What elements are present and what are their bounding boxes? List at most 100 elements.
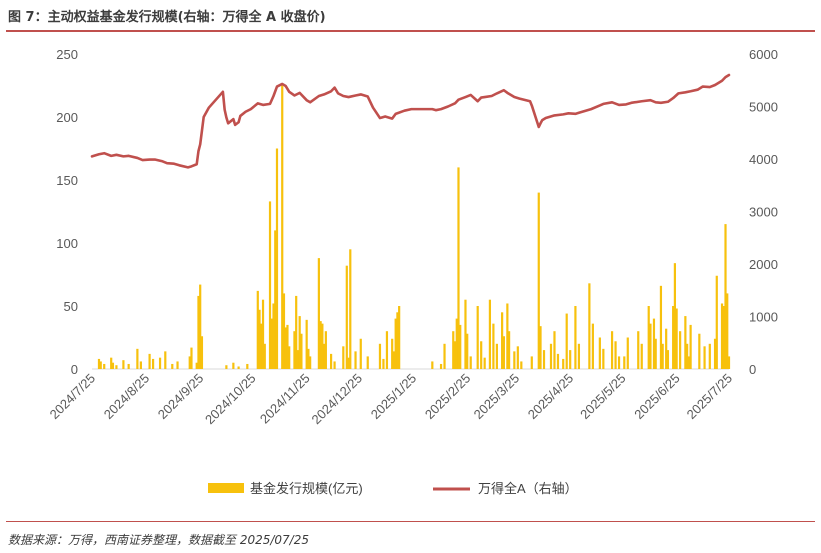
bar-mark	[293, 331, 296, 369]
bar-mark	[686, 343, 689, 369]
bar-mark	[263, 343, 266, 369]
bar-mark	[588, 283, 591, 369]
bar-mark	[99, 361, 102, 369]
bar-mark	[698, 333, 701, 369]
bar-mark	[258, 309, 261, 369]
bar-mark	[640, 343, 643, 369]
bar-mark	[197, 295, 200, 369]
bar-mark	[443, 343, 446, 369]
left-axis-tick-label: 50	[64, 299, 78, 314]
figure-title: 图 7：主动权益基金发行规模(右轴：万得全 A 收盘价)	[8, 10, 326, 25]
source-note: 数据来源：万得，西南证券整理，数据截至 2025/07/25	[8, 533, 309, 547]
bar-mark	[359, 338, 362, 369]
left-axis-tick-label: 0	[71, 362, 78, 377]
bar-mark	[176, 361, 179, 369]
bar-mark	[637, 331, 640, 369]
right-axis-tick-label: 1000	[749, 310, 778, 325]
bar-mark	[459, 324, 462, 369]
bar-mark	[684, 316, 687, 369]
bar-mark	[139, 361, 142, 369]
bar-mark	[722, 306, 725, 369]
bar-mark	[378, 343, 382, 369]
bar-mark	[103, 363, 106, 369]
x-axis-tick-label: 2025/6/25	[631, 371, 683, 423]
bar-mark	[431, 361, 434, 369]
bar-mark	[317, 258, 320, 369]
bar-mark	[659, 285, 663, 369]
right-axis-tick-label: 3000	[749, 205, 778, 220]
bar-mark	[492, 323, 495, 369]
bar-mark	[506, 303, 509, 369]
bar-mark	[307, 348, 310, 369]
right-axis: 0 1000 2000 3000 4000 5000 6000	[749, 47, 778, 377]
bar-mark	[274, 230, 277, 369]
bar-mark	[574, 306, 577, 369]
left-axis-tick-label: 250	[56, 47, 78, 62]
bar-mark	[286, 324, 289, 369]
bar-mark	[200, 336, 204, 369]
right-axis-tick-label: 6000	[749, 47, 778, 62]
bar-mark	[516, 346, 519, 369]
bar-mark	[122, 360, 125, 369]
x-axis-tick-label: 2024/12/25	[309, 371, 366, 428]
x-axis-tick-label: 2025/4/25	[525, 371, 577, 423]
bar-mark	[488, 299, 492, 369]
bar-mark	[225, 365, 228, 369]
bar-mark	[623, 356, 626, 369]
bar-mark	[256, 290, 259, 369]
x-axis-tick-label: 2024/9/25	[155, 371, 207, 423]
line-series	[90, 73, 731, 169]
bar-mark	[501, 312, 504, 369]
bar-mark	[562, 358, 565, 369]
bar-mark	[652, 318, 656, 369]
bar-mark	[713, 338, 717, 369]
bar-mark	[232, 362, 235, 369]
bar-mark	[708, 343, 711, 369]
left-axis-tick-label: 100	[56, 236, 78, 251]
bar-mark	[720, 303, 724, 369]
bar-mark	[455, 318, 458, 369]
legend-label-line: 万得全A（右轴）	[478, 481, 578, 496]
bar-mark	[530, 356, 533, 369]
bar-mark	[453, 341, 457, 369]
bar-mark	[549, 343, 553, 369]
bar-mark	[272, 303, 275, 369]
bar-mark	[385, 331, 389, 369]
bar-mark	[661, 343, 664, 369]
bar-mark	[502, 336, 505, 369]
bar-mark	[457, 167, 460, 369]
bar-mark	[158, 357, 162, 369]
bar-mark	[513, 351, 516, 369]
bar-mark	[617, 356, 621, 369]
bar-mark	[333, 361, 336, 369]
bar-mark	[305, 319, 308, 369]
bar-mark	[110, 357, 113, 369]
bar-series	[97, 85, 731, 369]
bar-mark	[602, 348, 605, 369]
bar-mark	[136, 348, 139, 369]
bar-mark	[542, 350, 546, 369]
bar-mark	[647, 306, 650, 369]
bar-mark	[483, 357, 486, 369]
bar-mark	[261, 299, 265, 369]
bar-mark	[439, 363, 443, 369]
bar-mark	[476, 306, 479, 369]
bar-mark	[649, 323, 652, 369]
x-axis-tick-label: 2025/5/25	[577, 371, 629, 423]
bar-mark	[347, 357, 350, 369]
bar-mark	[703, 346, 706, 369]
bar-mark	[508, 331, 511, 369]
index-line	[90, 73, 731, 169]
bar-mark	[342, 346, 345, 369]
bar-mark	[111, 362, 115, 369]
bar-mark	[309, 356, 312, 369]
chart-svg: 0 50 100 150 200 250 0 1000 2000 3000 4000 5000 600…	[47, 47, 778, 496]
bar-mark	[282, 293, 286, 369]
top-rule	[6, 30, 815, 32]
bar-mark	[520, 361, 523, 369]
x-axis-tick-label: 2024/7/25	[47, 371, 99, 423]
bar-mark	[591, 323, 594, 369]
bar-mark	[392, 351, 396, 369]
bar-mark	[246, 363, 249, 369]
bar-mark	[654, 338, 657, 369]
